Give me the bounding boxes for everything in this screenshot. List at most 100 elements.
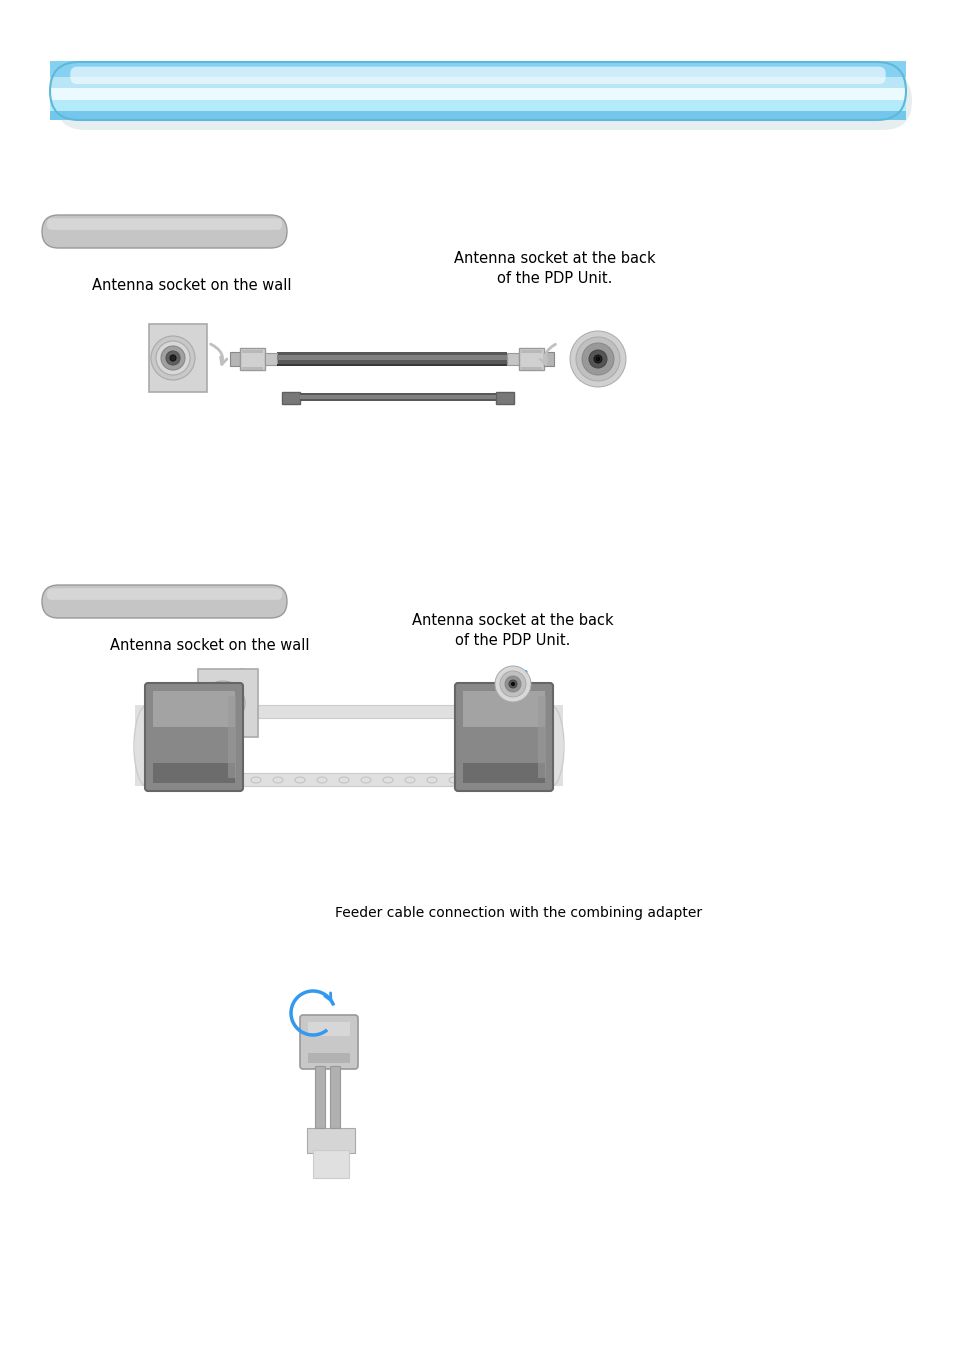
Bar [313, 1150, 349, 1178]
Bar [50, 78, 905, 81]
Bar [50, 74, 905, 77]
Circle shape [166, 350, 180, 365]
Bar [50, 62, 905, 65]
Bar [50, 81, 905, 84]
Bar [50, 75, 905, 78]
Bar [276, 355, 506, 360]
Bar [308, 1022, 350, 1037]
Bar [50, 67, 905, 69]
Bar [50, 80, 905, 82]
Bar [330, 1066, 339, 1128]
Bar [242, 350, 263, 353]
Text: Antenna socket at the back
of the PDP Unit.: Antenna socket at the back of the PDP Un… [412, 613, 613, 648]
Bar [537, 696, 545, 778]
FancyBboxPatch shape [42, 585, 287, 617]
FancyBboxPatch shape [145, 683, 243, 791]
Bar [152, 692, 234, 727]
Bar [50, 96, 905, 98]
Circle shape [588, 350, 606, 368]
Bar [50, 105, 905, 106]
Bar [50, 97, 905, 100]
Bar [240, 348, 265, 369]
Bar [230, 352, 240, 367]
FancyBboxPatch shape [47, 218, 282, 231]
FancyArrowPatch shape [211, 344, 227, 364]
Circle shape [576, 337, 619, 381]
Bar [276, 352, 506, 367]
Bar [543, 352, 554, 367]
Bar [50, 111, 905, 113]
Bar [50, 88, 905, 89]
Circle shape [161, 346, 185, 369]
Bar [50, 113, 905, 116]
Bar [50, 101, 905, 104]
Bar [506, 353, 518, 365]
Bar [299, 395, 496, 399]
Bar [50, 117, 905, 120]
Bar [50, 71, 905, 74]
Bar [50, 109, 905, 112]
Circle shape [509, 679, 517, 687]
Circle shape [170, 355, 175, 361]
FancyArrowPatch shape [539, 344, 555, 364]
Bar [50, 61, 905, 63]
Bar [307, 1128, 355, 1153]
Bar [462, 692, 544, 727]
Bar [50, 90, 905, 93]
Bar [50, 63, 905, 66]
Circle shape [211, 692, 234, 714]
Bar [308, 1053, 350, 1064]
Bar [550, 705, 562, 786]
Bar [228, 696, 235, 778]
Circle shape [206, 686, 240, 720]
Bar [149, 324, 207, 392]
Bar [148, 772, 550, 786]
Bar [50, 98, 905, 101]
Bar [242, 367, 263, 369]
Bar [50, 73, 905, 75]
Text: Antenna socket on the wall: Antenna socket on the wall [111, 638, 310, 652]
Bar [198, 669, 257, 737]
Circle shape [201, 681, 245, 725]
Bar [50, 82, 905, 85]
Bar [50, 102, 905, 105]
Bar [135, 705, 148, 786]
Bar [50, 115, 905, 117]
Bar [50, 100, 905, 102]
Bar [520, 367, 541, 369]
Circle shape [569, 332, 625, 387]
FancyBboxPatch shape [299, 1015, 357, 1069]
Text: Antenna socket at the back
of the PDP Unit.: Antenna socket at the back of the PDP Un… [454, 251, 655, 286]
Bar [50, 94, 905, 97]
Bar [50, 108, 905, 109]
Bar [265, 353, 276, 365]
Bar [50, 116, 905, 119]
Bar [152, 763, 234, 783]
Circle shape [511, 682, 514, 686]
FancyBboxPatch shape [47, 588, 282, 600]
Bar [50, 93, 905, 96]
Circle shape [581, 342, 614, 375]
FancyBboxPatch shape [71, 66, 884, 84]
Bar [282, 392, 299, 404]
Bar [50, 69, 905, 70]
Bar [314, 1066, 325, 1128]
Text: Feeder cable connection with the combining adapter: Feeder cable connection with the combini… [335, 906, 701, 919]
Bar [50, 65, 905, 67]
Bar [50, 106, 905, 108]
FancyBboxPatch shape [42, 214, 287, 248]
Circle shape [504, 675, 520, 692]
FancyBboxPatch shape [56, 71, 911, 129]
Circle shape [215, 696, 230, 710]
Bar [50, 112, 905, 115]
Bar [50, 86, 905, 88]
Circle shape [495, 666, 531, 702]
Bar [50, 89, 905, 92]
Bar [50, 77, 905, 80]
Bar [50, 70, 905, 73]
Bar [518, 348, 543, 369]
FancyBboxPatch shape [455, 683, 553, 791]
Circle shape [499, 671, 525, 697]
Text: Antenna socket on the wall: Antenna socket on the wall [92, 278, 292, 293]
Bar [462, 763, 544, 783]
